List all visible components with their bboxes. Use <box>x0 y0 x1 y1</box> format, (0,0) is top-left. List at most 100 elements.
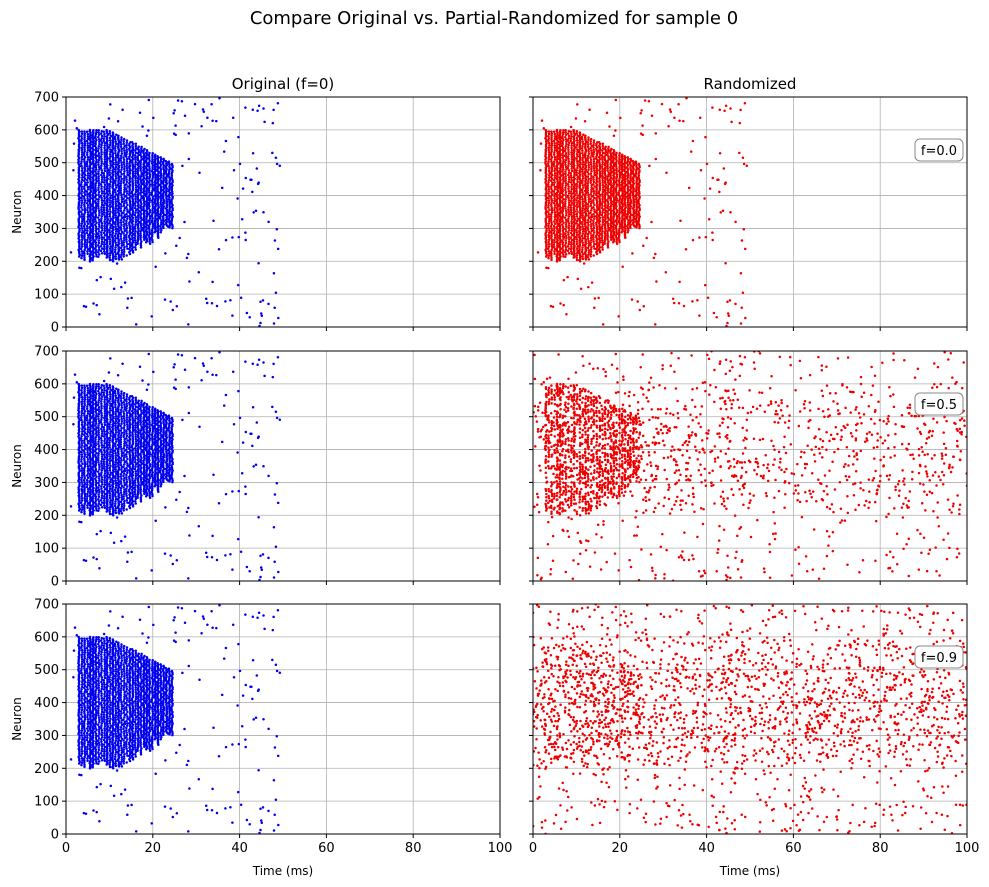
spike-point <box>592 212 595 216</box>
spike-point <box>133 227 137 231</box>
spike-point <box>614 226 618 230</box>
spike-point <box>607 196 610 200</box>
spike-point <box>113 234 117 238</box>
spike-point <box>564 158 568 162</box>
spike-point <box>682 119 685 123</box>
spike-point <box>120 242 123 245</box>
spike-point <box>82 408 86 411</box>
spike-point <box>108 136 112 140</box>
spike-point <box>159 199 163 203</box>
spike-point <box>108 143 112 147</box>
spike-point <box>615 165 618 169</box>
spike-point <box>98 313 101 316</box>
spike-point <box>607 212 610 216</box>
spike-point <box>259 321 262 325</box>
spike-point <box>547 240 550 244</box>
spike-point <box>123 186 126 189</box>
spike-point <box>80 480 84 484</box>
spike-point <box>703 197 706 200</box>
spike-point <box>85 455 89 459</box>
spike-point <box>564 255 567 258</box>
spike-point <box>583 119 587 123</box>
spike-point <box>114 200 118 203</box>
spike-point <box>606 151 609 155</box>
spike-point <box>618 181 621 185</box>
spike-point <box>257 261 260 265</box>
spike-point <box>80 238 84 241</box>
spike-point <box>83 498 87 502</box>
spike-point <box>134 197 137 201</box>
spike-point <box>606 185 610 188</box>
spike-point <box>159 187 163 191</box>
spike-point <box>85 160 89 163</box>
spike-point <box>626 187 630 191</box>
spike-point <box>108 157 111 161</box>
spike-point <box>550 228 554 232</box>
spike-point <box>159 164 163 167</box>
spike-point <box>148 242 152 245</box>
spike-point <box>114 170 117 173</box>
spike-point <box>590 281 594 284</box>
spike-point <box>103 176 106 180</box>
spike-point <box>581 257 585 261</box>
spike-point <box>100 159 103 163</box>
spike-point <box>85 414 89 417</box>
spike-point <box>564 177 567 180</box>
spike-point <box>547 266 550 270</box>
col-title-original: Original (f=0) <box>232 75 335 93</box>
spike-point <box>570 197 573 200</box>
spike-point <box>547 164 550 168</box>
spike-point <box>590 245 593 249</box>
spike-point <box>589 137 593 141</box>
spike-point <box>108 152 112 156</box>
spike-point <box>727 314 731 318</box>
spike-point <box>159 201 162 204</box>
spike-point <box>722 167 726 170</box>
spike-point <box>561 166 565 169</box>
spike-point <box>151 207 154 210</box>
spike-point <box>80 210 83 214</box>
spike-point <box>581 156 585 159</box>
spike-point <box>85 419 89 422</box>
spike-point <box>570 162 573 166</box>
spike-point <box>83 238 87 242</box>
spike-point <box>151 238 154 242</box>
spike-point <box>605 111 609 115</box>
spike-point <box>139 236 142 239</box>
spike-point <box>112 136 116 140</box>
spike-point <box>115 262 119 265</box>
spike-point <box>589 193 593 196</box>
spike-point <box>562 303 565 307</box>
spike-point <box>544 128 547 132</box>
spike-point <box>569 130 573 134</box>
spike-point <box>244 238 247 242</box>
spike-point <box>86 132 90 136</box>
spike-point <box>553 234 557 237</box>
spike-point <box>575 231 579 234</box>
spike-point <box>576 162 579 165</box>
spike-point <box>148 228 151 232</box>
spike-point <box>86 476 90 480</box>
spike-point <box>113 195 117 199</box>
spike-point <box>122 172 126 175</box>
spike-point <box>587 242 590 245</box>
spike-point <box>100 224 104 227</box>
spike-point <box>581 246 584 249</box>
spike-point <box>626 201 629 204</box>
spike-point <box>122 243 125 247</box>
spike-point <box>97 174 100 178</box>
spike-point <box>94 186 97 189</box>
spike-point <box>148 199 152 202</box>
spike-point <box>133 153 137 157</box>
spike-point <box>140 240 143 243</box>
spike-point <box>77 128 80 132</box>
spike-point <box>97 151 101 155</box>
spike-point <box>712 311 716 315</box>
spike-point <box>85 139 89 143</box>
spike-point <box>615 204 618 208</box>
spike-point <box>83 480 86 484</box>
spike-point <box>552 243 556 246</box>
spike-point <box>139 224 143 227</box>
spike-point <box>125 166 129 170</box>
spike-point <box>159 175 163 179</box>
